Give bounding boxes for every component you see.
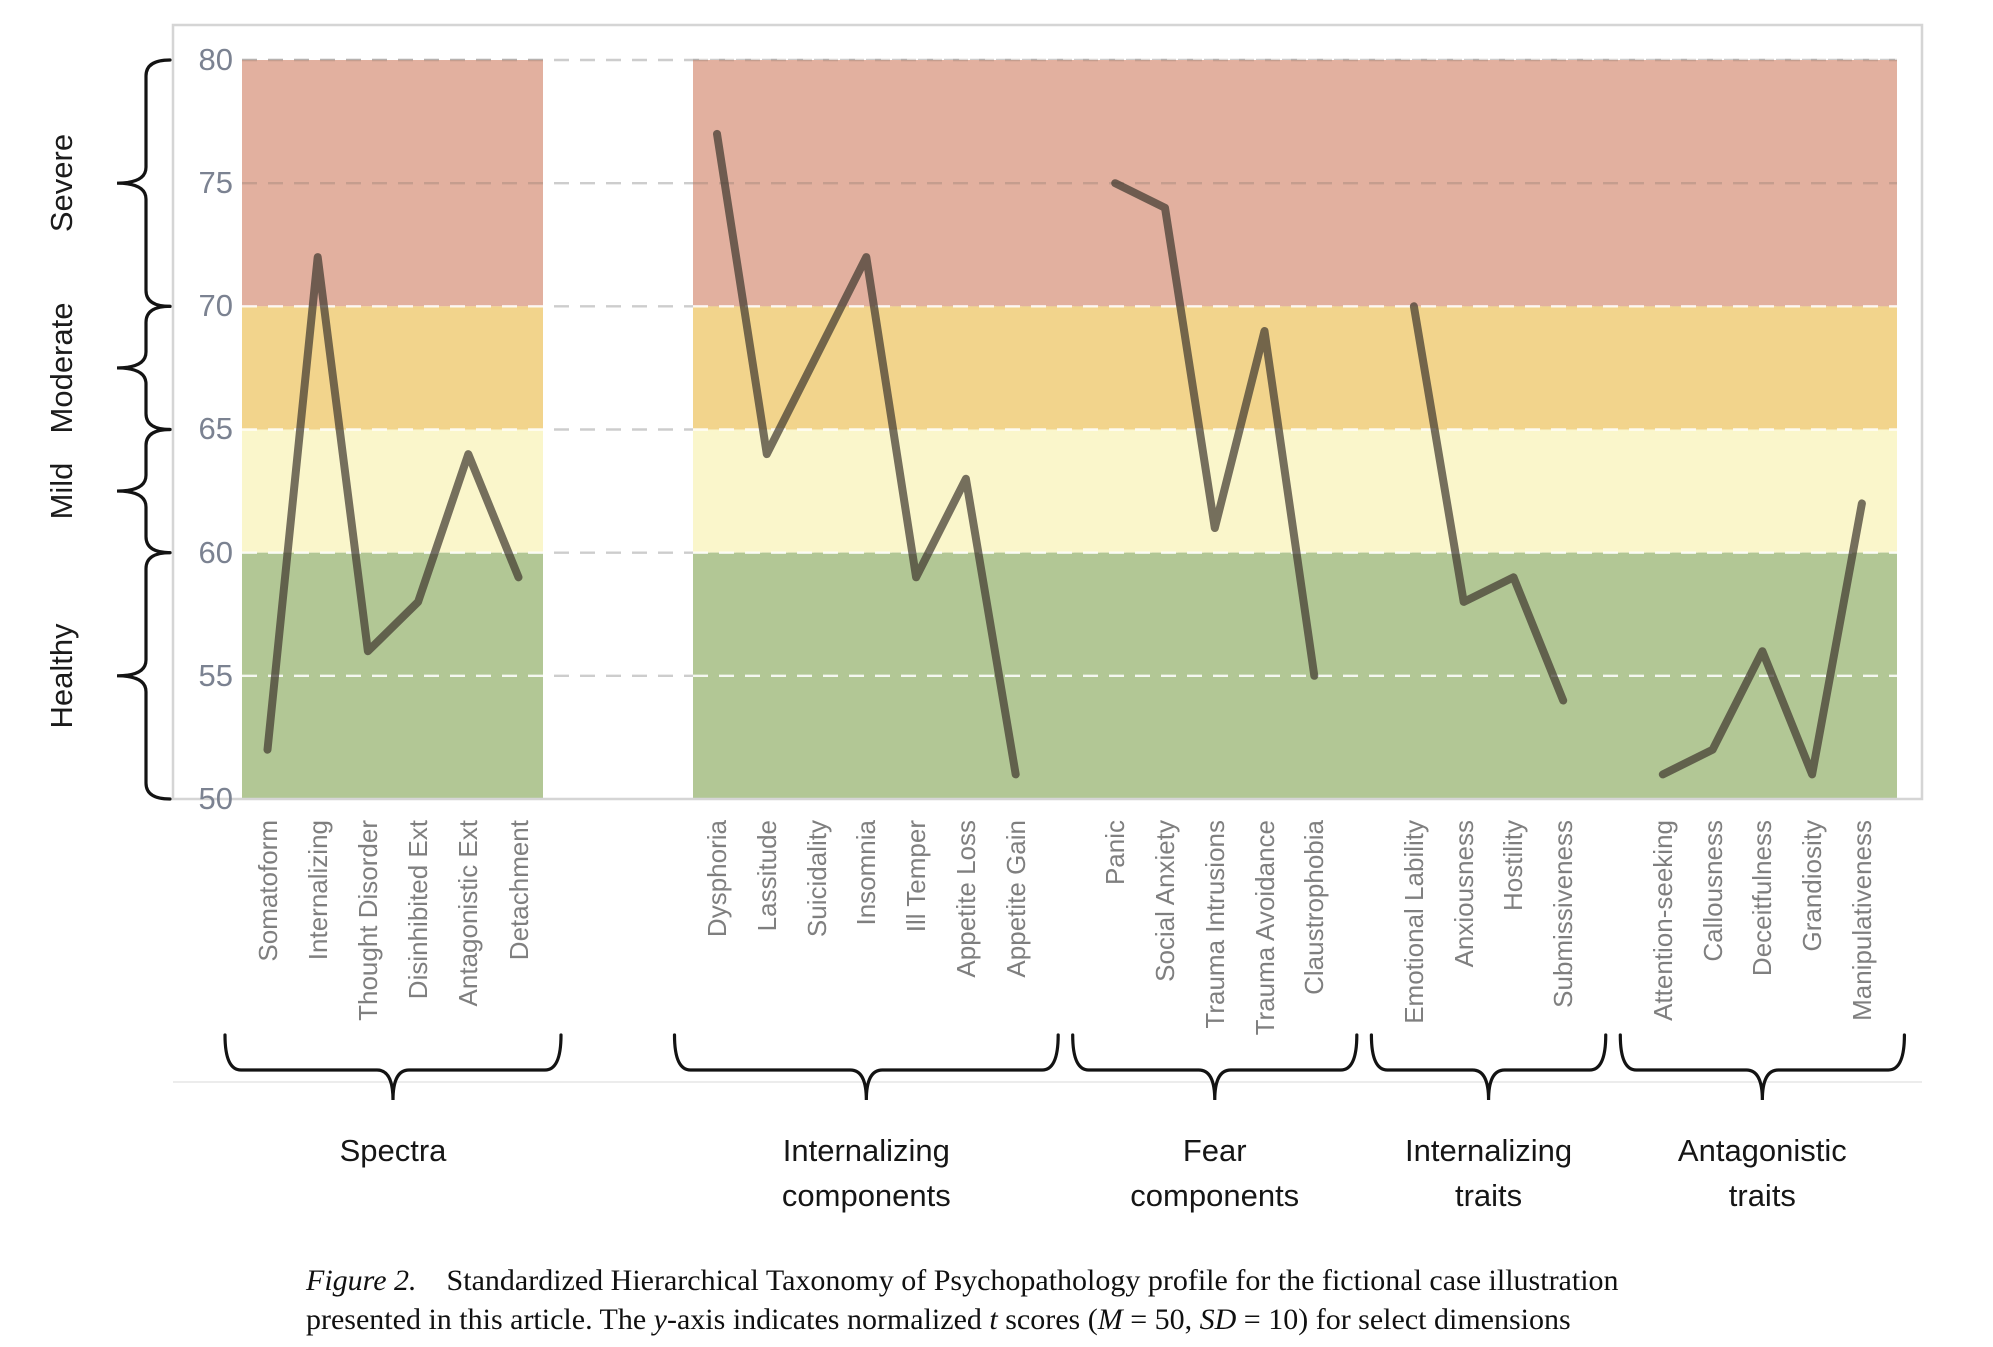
- x-axis-label-callousness: Callousness: [1697, 820, 1728, 962]
- x-axis-label-disinhibited-ext: Disinhibited Ext: [403, 820, 434, 1000]
- severity-label-healthy: Healthy: [44, 623, 79, 729]
- trace-antagonistic-traits: [1658, 499, 1866, 779]
- caption-text-segment: -axis indicates normalized: [667, 1303, 990, 1336]
- trace-internalizing-components: [713, 129, 1020, 779]
- caption-text-segment: scores (: [997, 1303, 1098, 1336]
- trace-fear-components: [1111, 179, 1319, 680]
- x-axis-label-internalizing: Internalizing: [302, 820, 333, 961]
- figure-caption-line-1: Figure 2. Standardized Hierarchical Taxo…: [306, 1261, 1766, 1300]
- trace-internalizing-traits: [1409, 302, 1568, 705]
- y-tick-label-70: 70: [198, 288, 233, 324]
- y-tick-label-60: 60: [198, 534, 233, 570]
- caption-text-segment: SD: [1199, 1303, 1237, 1336]
- severity-label-moderate: Moderate: [44, 302, 79, 434]
- x-axis-label-grandiosity: Grandiosity: [1797, 820, 1828, 952]
- x-axis-label-thought-disorder: Thought Disorder: [352, 820, 383, 1021]
- group-title-antagonistic-traits: Antagonistic traits: [1677, 1133, 1847, 1213]
- panel-border: [171, 23, 1924, 801]
- x-axis-label-panic: Panic: [1100, 820, 1131, 886]
- trace-spectra: [263, 253, 523, 754]
- caption-text-segment: Figure 2.: [306, 1264, 417, 1297]
- group-title-internalizing-traits: Internalizing traits: [1404, 1133, 1573, 1213]
- caption-text-segment: y: [653, 1303, 667, 1336]
- x-axis-label-trauma-avoidance: Trauma Avoidance: [1249, 820, 1280, 1036]
- caption-text-segment: = 50,: [1122, 1303, 1200, 1336]
- severity-band-healthy-block1: [242, 552, 543, 799]
- caption-text-segment: Standardized Hierarchical Taxonomy of Ps…: [416, 1264, 1619, 1297]
- severity-brace-severe: [116, 58, 172, 308]
- y-tick-label-80: 80: [198, 42, 233, 77]
- x-axis-label-submissiveness: Submissiveness: [1548, 820, 1579, 1008]
- x-axis-label-dysphoria: Dysphoria: [702, 820, 732, 938]
- x-axis-label-attention-seeking: Attention-seeking: [1647, 820, 1678, 1021]
- severity-band-moderate-block1: [242, 306, 543, 430]
- y-tick-label-75: 75: [198, 165, 233, 201]
- group-brace-internalizing-components: [672, 1033, 1060, 1101]
- group-title-spectra: Spectra: [339, 1133, 447, 1168]
- x-axis-label-detachment: Detachment: [503, 820, 534, 961]
- x-axis-label-trauma-intrusions: Trauma Intrusions: [1199, 820, 1230, 1029]
- figure-caption-line-2: presented in this article. The y-axis in…: [306, 1300, 1766, 1339]
- x-axis-label-appetite-gain: Appetite Gain: [1000, 820, 1031, 978]
- caption-text-segment: M: [1097, 1303, 1123, 1336]
- group-title-fear-components: Fear components: [1130, 1133, 1300, 1213]
- x-axis-label-anxiousness: Anxiousness: [1448, 820, 1479, 968]
- x-axis-label-ill-temper: Ill Temper: [901, 820, 932, 933]
- x-axis-label-emotional-lability: Emotional Lability: [1398, 820, 1429, 1024]
- x-axis-label-manipulativeness: Manipulativeness: [1846, 820, 1877, 1021]
- x-axis-label-somatoform: Somatoform: [252, 820, 283, 962]
- x-axis-label-suicidality: Suicidality: [801, 820, 832, 938]
- severity-brace-mild: [116, 427, 172, 555]
- x-axis-label-claustrophobia: Claustrophobia: [1299, 820, 1330, 995]
- x-axis-label-social-anxiety: Social Anxiety: [1149, 820, 1180, 982]
- x-axis-label-antagonistic-ext: Antagonistic Ext: [453, 820, 484, 1007]
- figure-caption: Figure 2. Standardized Hierarchical Taxo…: [306, 1261, 1766, 1339]
- x-axis-label-hostility: Hostility: [1498, 820, 1529, 912]
- severity-band-severe-block1: [242, 60, 543, 307]
- caption-text-segment: = 10) for select dimensions: [1236, 1303, 1571, 1336]
- y-tick-label-65: 65: [198, 411, 233, 447]
- caption-text-segment: t: [989, 1303, 998, 1336]
- severity-brace-moderate: [116, 304, 172, 432]
- group-brace-antagonistic-traits: [1618, 1033, 1907, 1101]
- severity-label-mild: Mild: [44, 462, 79, 520]
- severity-band-severe-block2: [693, 60, 1897, 307]
- y-tick-label-55: 55: [198, 657, 233, 693]
- group-brace-fear-components: [1071, 1033, 1359, 1101]
- y-tick-label-50: 50: [198, 780, 233, 816]
- severity-label-severe: Severe: [44, 134, 79, 233]
- group-brace-internalizing-traits: [1369, 1033, 1608, 1101]
- group-brace-spectra: [223, 1033, 563, 1101]
- x-axis-label-lassitude: Lassitude: [751, 820, 782, 932]
- group-title-internalizing-components: Internalizing components: [781, 1133, 951, 1213]
- severity-brace-healthy: [116, 551, 172, 801]
- x-axis-label-deceitfulness: Deceitfulness: [1747, 820, 1778, 977]
- x-axis-label-appetite-loss: Appetite Loss: [950, 820, 981, 978]
- x-axis-label-insomnia: Insomnia: [851, 820, 882, 926]
- caption-text-segment: presented in this article. The: [306, 1303, 654, 1336]
